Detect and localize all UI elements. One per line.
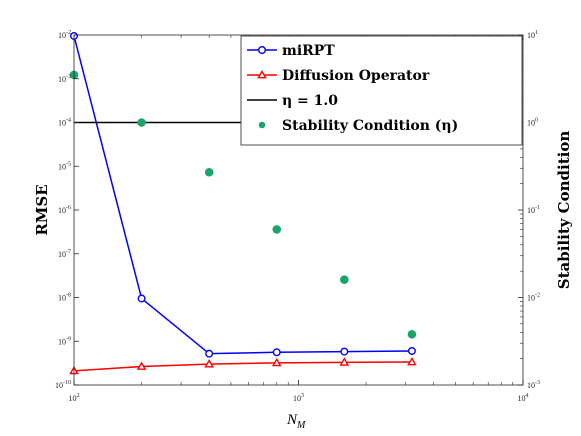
y-left-tick-label-1-base: 10: [58, 337, 66, 346]
x-axis-label-main: N: [286, 412, 298, 428]
series-3-point-4: [340, 275, 349, 284]
series-0-point-4: [340, 347, 349, 356]
series-0-point-5: [407, 346, 416, 355]
y-left-tick-label-6-base: 10: [58, 119, 66, 128]
legend-label-2: η = 1.0: [282, 93, 338, 109]
series-0-point-1: [137, 294, 146, 303]
legend-box: [240, 35, 523, 146]
y-left-tick-label-2: 10-8: [58, 293, 71, 303]
series-3-point-3: [272, 225, 282, 234]
y-left-tick-label-2-exponent: -8: [66, 293, 71, 299]
y-right-tick-label-2-base: 10: [527, 206, 535, 215]
series-3-point-2: [204, 167, 214, 177]
x-tick-label-1-exponent: 3: [301, 393, 304, 399]
y-right-tick-label-4: 101: [527, 30, 538, 40]
y-left-tick-label-4: 10-6: [58, 205, 71, 215]
y-left-tick-label-0-exponent: -10: [63, 380, 71, 386]
legend-label-3: Stability Condition (η): [282, 118, 458, 134]
x-axis-label: NM: [286, 412, 306, 431]
y-left-tick-label-3-exponent: -7: [66, 249, 71, 255]
x-tick-label-0: 102: [69, 393, 80, 403]
series-1-point-4: [339, 357, 350, 366]
legend-label-1: Diffusion Operator: [282, 68, 430, 84]
x-tick-label-1-base: 10: [293, 394, 301, 403]
series-1-line: [73, 361, 412, 372]
y-left-tick-label-1-exponent: -9: [66, 336, 71, 342]
series-0-point-2: [205, 349, 214, 358]
y-right-tick-label-3-exponent: 0: [535, 118, 538, 124]
y-left-tick-label-6: 10-4: [58, 118, 71, 128]
x-tick-label-0-exponent: 2: [77, 393, 80, 399]
y-right-tick-label-4-base: 10: [527, 31, 535, 40]
y-left-tick-label-3: 10-7: [58, 249, 71, 259]
legend: miRPT Diffusion Operator η = 1.0 Stability …: [240, 35, 523, 146]
x-tick-label-1: 103: [293, 393, 304, 403]
series-1-point-1: [136, 361, 147, 370]
x-axis-label-subscript: M: [296, 420, 306, 431]
y-right-tick-label-2: 10-1: [527, 205, 540, 215]
y-left-tick-label-4-base: 10: [58, 206, 66, 215]
legend-label-0: miRPT: [282, 43, 335, 59]
y-right-tick-label-0-base: 10: [527, 381, 535, 390]
y-right-tick-label-1-base: 10: [527, 294, 535, 303]
series-1-point-3: [271, 357, 282, 367]
y-left-tick-label-3-base: 10: [58, 250, 66, 259]
series-1-point-5: [407, 357, 417, 366]
x-tick-label-2-base: 10: [518, 394, 526, 403]
series-0-line: [73, 35, 412, 355]
y-left-tick-label-5-base: 10: [58, 162, 66, 171]
series-3-point-1: [137, 118, 146, 127]
y-left-tick-label-7-exponent: -3: [66, 74, 71, 80]
y-left-tick-label-8-exponent: -2: [66, 30, 71, 36]
y-left-tick-label-7: 10-3: [58, 74, 71, 84]
y-left-tick-label-7-base: 10: [58, 75, 66, 84]
legend-marker-1: [257, 69, 267, 79]
y-right-tick-label-3: 100: [527, 118, 538, 128]
y-left-tick-label-2-base: 10: [58, 294, 66, 303]
y-left-tick-label-6-exponent: -4: [66, 118, 71, 124]
y-right-tick-label-4-exponent: 1: [535, 30, 538, 36]
x-tick-label-2: 104: [518, 393, 529, 403]
series-3-point-5: [407, 329, 417, 339]
y-left-tick-label-1: 10-9: [58, 336, 71, 346]
y-right-tick-label-0: 10-3: [527, 380, 540, 390]
y-axis-left-label: RMSE: [33, 184, 51, 235]
y-left-tick-label-4-exponent: -6: [66, 205, 71, 211]
series-0-point-3: [272, 348, 281, 357]
y-right-tick-label-0-exponent: -3: [535, 380, 540, 386]
series-1-point-2: [204, 359, 214, 368]
y-left-tick-label-8-base: 10: [58, 31, 66, 40]
legend-items: miRPT Diffusion Operator η = 1.0 Stability …: [247, 43, 458, 134]
y-left-tick-label-0: 10-10: [55, 380, 71, 390]
y-right-tick-label-1-exponent: -2: [535, 293, 540, 299]
y-left-tick-label-8: 10-2: [58, 30, 71, 40]
y-left-tick-label-5-exponent: -5: [66, 161, 71, 167]
x-tick-label-2-exponent: 4: [526, 393, 529, 399]
y-left-tick-label-5: 10-5: [58, 161, 71, 171]
y-axis-right-label: Stability Condition: [555, 131, 573, 290]
legend-marker-3: [258, 121, 266, 129]
y-left-tick-label-0-base: 10: [55, 381, 63, 390]
y-right-tick-label-3-base: 10: [527, 119, 535, 128]
y-right-tick-label-2-exponent: -1: [535, 205, 540, 211]
legend-marker-0: [258, 46, 267, 55]
x-tick-label-0-base: 10: [69, 394, 77, 403]
y-right-tick-label-1: 10-2: [527, 293, 540, 303]
